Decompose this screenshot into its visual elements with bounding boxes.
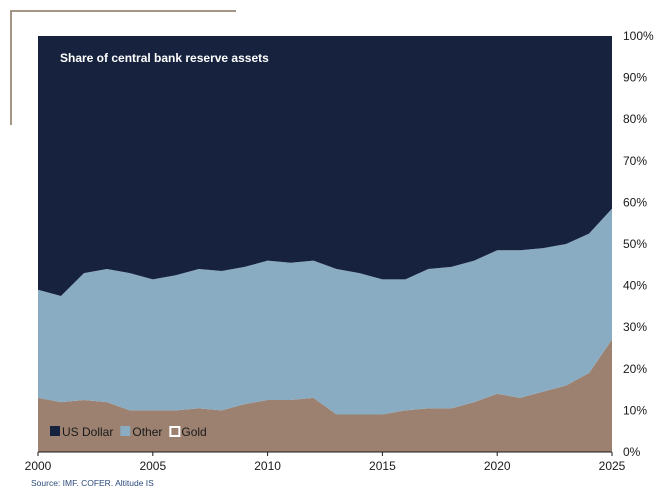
x-tick-label: 2010: [254, 459, 281, 470]
frame-accent-top: [10, 10, 236, 12]
y-tick-label: 70%: [623, 154, 647, 168]
legend-label-gold: Gold: [181, 425, 206, 439]
area-other: [38, 208, 612, 415]
x-tick-label: 2000: [25, 459, 52, 470]
area-gold: [38, 339, 612, 452]
legend-swatch-other: [120, 426, 131, 436]
source-note: Source: IMF. COFER. Altitude IS: [31, 478, 154, 488]
y-tick-label: 30%: [623, 320, 647, 334]
y-tick-label: 60%: [623, 195, 647, 209]
y-tick-label: 80%: [623, 112, 647, 126]
legend-label-other: Other: [132, 425, 162, 439]
y-tick-label: 100%: [623, 29, 654, 43]
legend-swatch-gold: [169, 426, 181, 437]
y-tick-label: 50%: [623, 237, 647, 251]
y-tick-label: 90%: [623, 71, 647, 85]
chart-title: Share of central bank reserve assets: [60, 51, 269, 65]
y-tick-label: 0%: [623, 445, 641, 459]
legend: US Dollar Other Gold: [50, 425, 207, 439]
frame-accent-left: [10, 10, 12, 125]
reserve-share-chart: Share of central bank reserve assets 0% 1…: [25, 29, 654, 470]
x-tick-label: 2020: [484, 459, 511, 470]
y-tick-label: 20%: [623, 362, 647, 376]
legend-swatch-us-dollar: [50, 426, 60, 436]
y-tick-label: 10%: [623, 403, 647, 417]
x-axis: 2000 2005 2010 2015 2020 2025: [25, 452, 626, 470]
x-tick-label: 2005: [139, 459, 166, 470]
legend-label-us-dollar: US Dollar: [62, 425, 113, 439]
area-us-dollar: [38, 36, 612, 296]
area-layer: [38, 36, 612, 452]
x-tick-label: 2025: [599, 459, 626, 470]
x-tick-label: 2015: [369, 459, 396, 470]
y-tick-label: 40%: [623, 279, 647, 293]
y-axis: 0% 10% 20% 30% 40% 50% 60% 70% 80% 90% 100%: [623, 29, 654, 459]
